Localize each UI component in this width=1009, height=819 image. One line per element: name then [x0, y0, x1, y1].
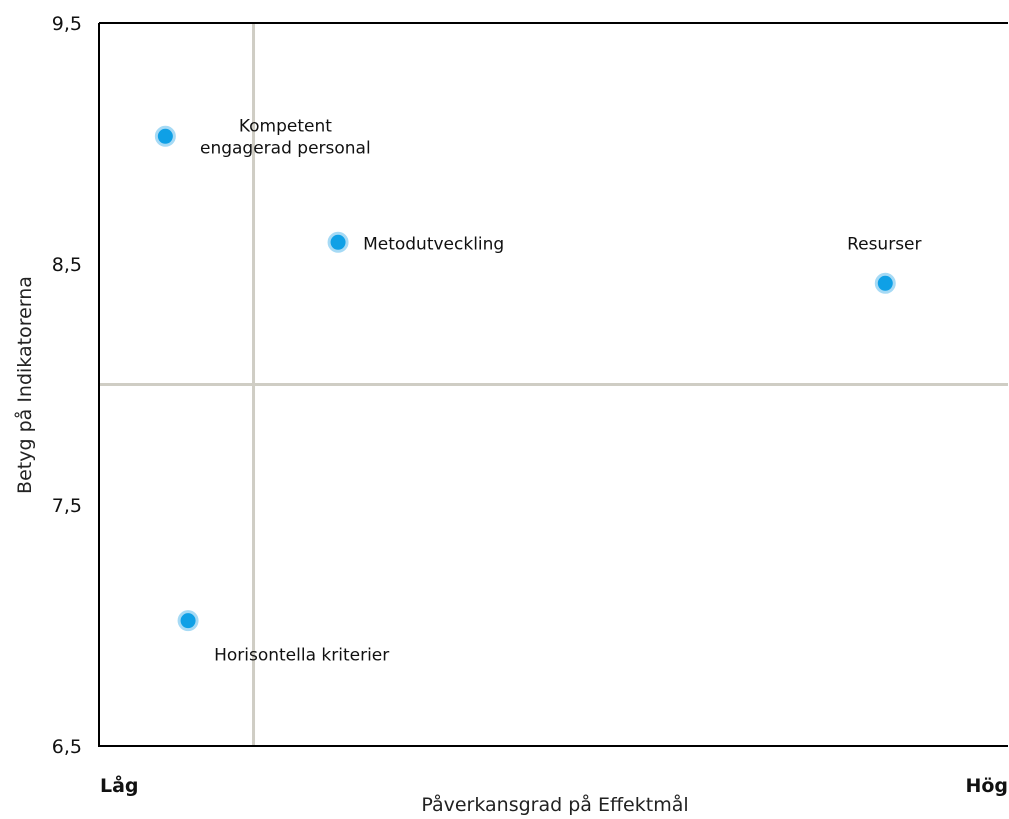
- y-tick-labels: 9,5 8,5 7,5 6,5: [52, 13, 82, 758]
- chart-axes: [98, 22, 1008, 747]
- point-label-line: Horisontella kriterier: [214, 646, 389, 666]
- point-label-line: Resurser: [847, 234, 921, 254]
- x-axis-high-label: Hög: [965, 775, 1008, 797]
- y-tick-label: 6,5: [52, 736, 82, 758]
- point-labels: Kompetent engagerad personal Metodutveckli…: [200, 116, 922, 665]
- point-label: Metodutveckling: [363, 234, 504, 254]
- point-label: Resurser: [847, 234, 921, 254]
- data-point: [327, 231, 349, 253]
- data-point: [177, 610, 199, 632]
- x-axis-title: Påverkansgrad på Effektmål: [421, 793, 688, 816]
- point-label: Horisontella kriterier: [214, 646, 389, 666]
- data-point: [874, 272, 896, 294]
- x-axis-low-label: Låg: [100, 773, 139, 797]
- point-label: Kompetent engagerad personal: [200, 116, 371, 158]
- point-label-line: Kompetent: [239, 116, 332, 136]
- y-tick-label: 9,5: [52, 13, 82, 35]
- quadrant-lines: [99, 23, 1008, 746]
- y-tick-label: 7,5: [52, 495, 82, 517]
- point-label-line: Metodutveckling: [363, 234, 504, 254]
- y-tick-label: 8,5: [52, 254, 82, 276]
- y-axis-title: Betyg på Indikatorerna: [13, 276, 36, 494]
- point-label-line: engagerad personal: [200, 138, 371, 158]
- data-points: [154, 125, 896, 632]
- data-point: [154, 125, 176, 147]
